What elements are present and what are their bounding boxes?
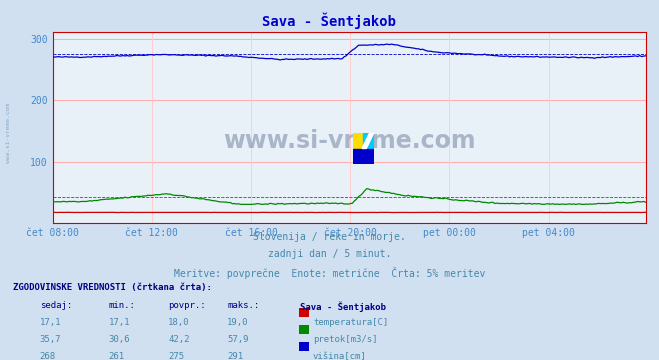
Text: 18,0: 18,0 bbox=[168, 318, 190, 327]
Text: min.:: min.: bbox=[109, 301, 136, 310]
Text: 17,1: 17,1 bbox=[40, 318, 61, 327]
Text: 275: 275 bbox=[168, 352, 184, 360]
Text: temperatura[C]: temperatura[C] bbox=[313, 318, 388, 327]
Polygon shape bbox=[362, 133, 374, 148]
Text: 17,1: 17,1 bbox=[109, 318, 130, 327]
Text: 268: 268 bbox=[40, 352, 55, 360]
Text: 35,7: 35,7 bbox=[40, 335, 61, 344]
Text: pretok[m3/s]: pretok[m3/s] bbox=[313, 335, 378, 344]
Text: maks.:: maks.: bbox=[227, 301, 260, 310]
Text: zadnji dan / 5 minut.: zadnji dan / 5 minut. bbox=[268, 249, 391, 260]
Text: www.si-vreme.com: www.si-vreme.com bbox=[223, 129, 476, 153]
Text: Meritve: povprečne  Enote: metrične  Črta: 5% meritev: Meritve: povprečne Enote: metrične Črta:… bbox=[174, 267, 485, 279]
Bar bbox=[353, 133, 363, 148]
Bar bbox=[363, 133, 374, 148]
Text: 291: 291 bbox=[227, 352, 243, 360]
Bar bbox=[353, 148, 374, 164]
Text: Sava - Šentjakob: Sava - Šentjakob bbox=[300, 301, 386, 312]
Text: 19,0: 19,0 bbox=[227, 318, 249, 327]
Text: Sava - Šentjakob: Sava - Šentjakob bbox=[262, 13, 397, 29]
Text: 30,6: 30,6 bbox=[109, 335, 130, 344]
Text: 57,9: 57,9 bbox=[227, 335, 249, 344]
Text: ZGODOVINSKE VREDNOSTI (črtkana črta):: ZGODOVINSKE VREDNOSTI (črtkana črta): bbox=[13, 283, 212, 292]
Text: višina[cm]: višina[cm] bbox=[313, 352, 367, 360]
Text: 261: 261 bbox=[109, 352, 125, 360]
Text: www.si-vreme.com: www.si-vreme.com bbox=[6, 103, 11, 163]
Text: Slovenija / reke in morje.: Slovenija / reke in morje. bbox=[253, 232, 406, 242]
Text: sedaj:: sedaj: bbox=[40, 301, 72, 310]
Text: povpr.:: povpr.: bbox=[168, 301, 206, 310]
Text: 42,2: 42,2 bbox=[168, 335, 190, 344]
